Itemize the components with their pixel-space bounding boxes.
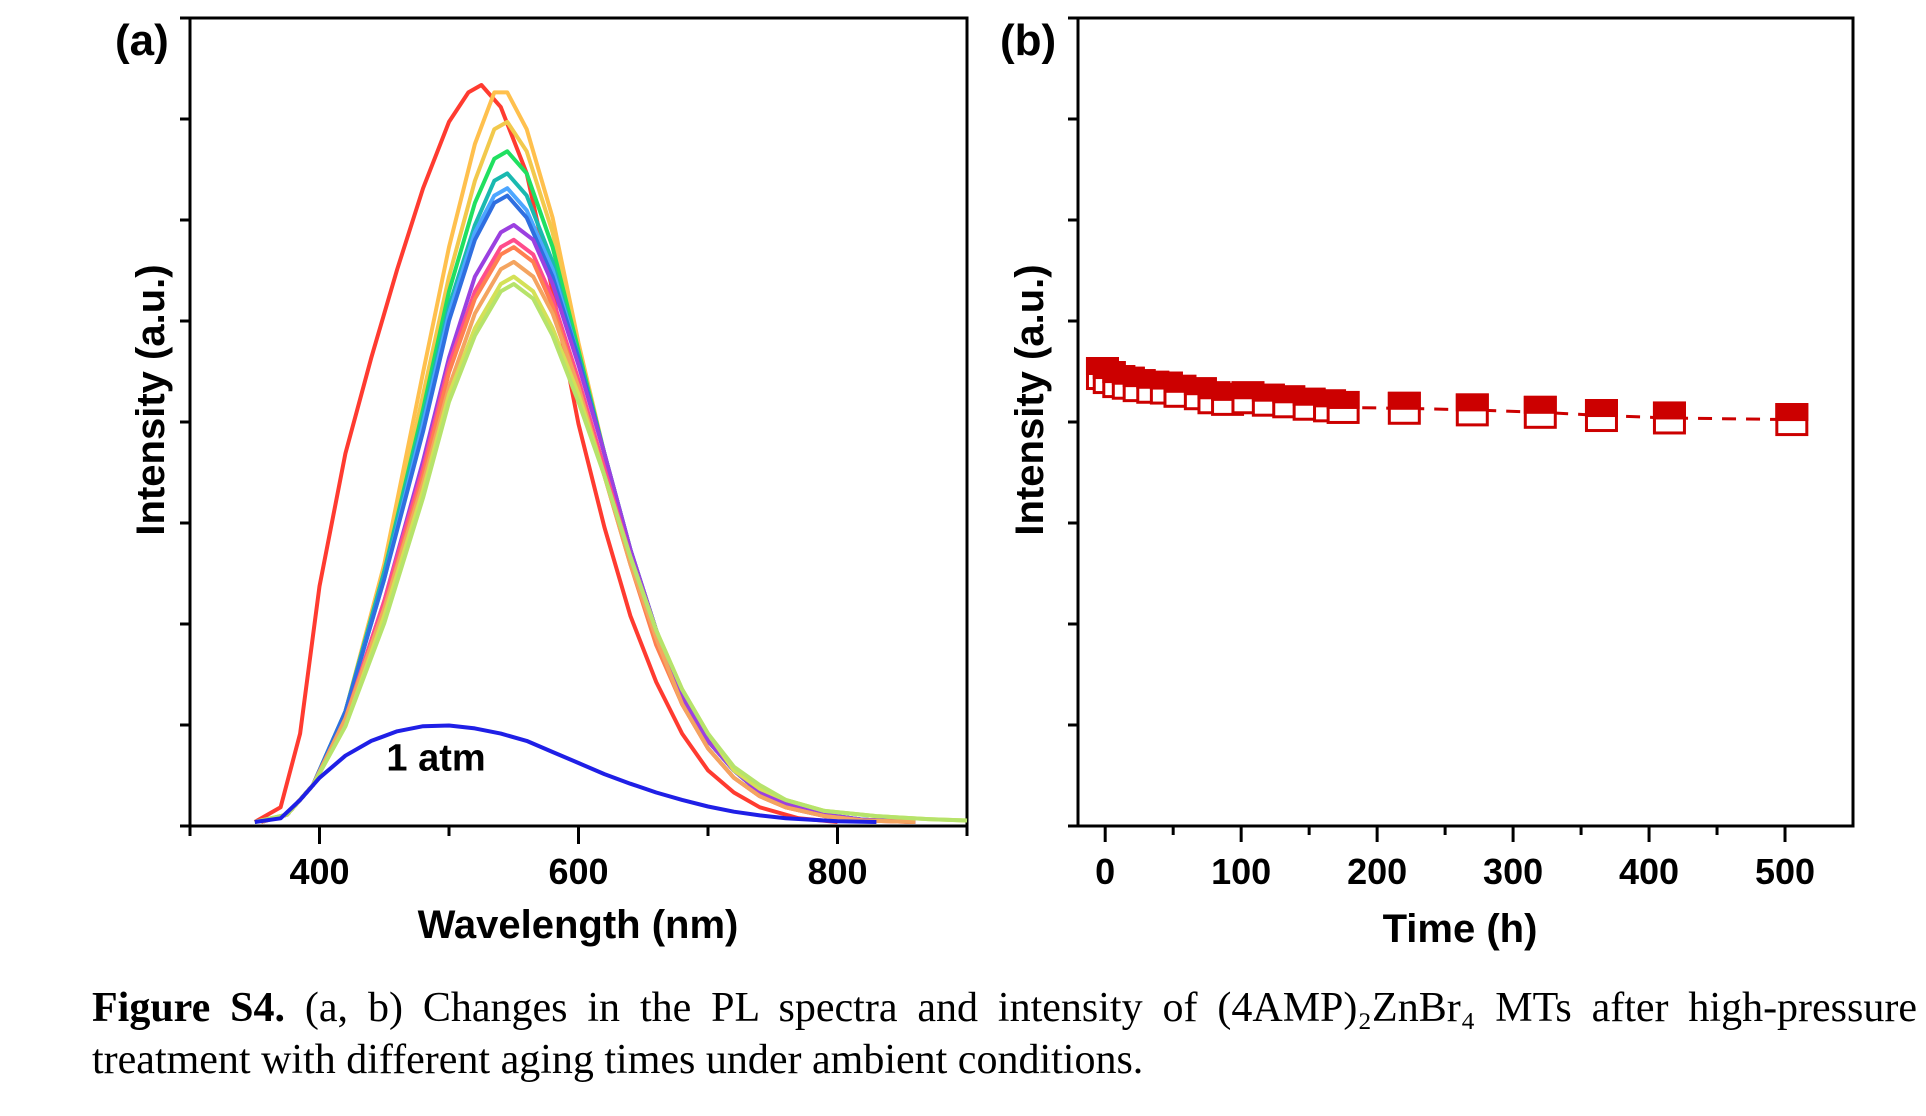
spectrum-line-10	[260, 245, 916, 824]
x-tick-label: 300	[1483, 851, 1543, 892]
data-point	[1387, 391, 1421, 425]
annotation-1-atm: 1 atm	[386, 737, 485, 779]
panel-a-series	[253, 83, 968, 824]
panel-a-x-ticks: 400 600 800	[188, 826, 969, 892]
data-point	[1455, 393, 1489, 427]
figure-caption: Figure S4. (a, b) Changes in the PL spec…	[92, 982, 1917, 1086]
spectrum-line-3	[260, 119, 916, 824]
x-tick-label: 400	[289, 851, 349, 892]
spectrum-line-5	[260, 171, 916, 824]
data-point	[1326, 390, 1360, 424]
panel-b: (b) 0 100 200 300 400 500 Time (h) Intensity …	[1000, 16, 1855, 951]
caption-label: Figure S4.	[92, 985, 285, 1031]
spectrum-line-9	[260, 237, 916, 824]
x-tick-label: 600	[548, 851, 608, 892]
panel-b-x-ticks: 0 100 200 300 400 500	[1095, 826, 1815, 892]
data-point	[1584, 399, 1618, 433]
x-tick-label: 400	[1619, 851, 1679, 892]
spectrum-line-7	[260, 193, 916, 824]
panel-b-y-ticks	[1068, 16, 1078, 828]
spectrum-line-4	[260, 149, 916, 824]
data-point	[1523, 395, 1557, 429]
x-tick-label: 100	[1211, 851, 1271, 892]
x-tick-label: 800	[807, 851, 867, 892]
data-point	[1652, 401, 1686, 435]
x-tick-label: 200	[1347, 851, 1407, 892]
spectrum-line-1	[253, 83, 838, 824]
panel-b-x-axis-title: Time (h)	[1383, 907, 1538, 951]
spectrum-line-8	[260, 223, 916, 824]
spectrum-line-11	[260, 259, 916, 824]
data-point	[1775, 403, 1809, 437]
panel-a-label: (a)	[115, 16, 169, 65]
panel-a: (a) 400 600 800 1 atm Wavelength (nm) Inte…	[115, 16, 969, 947]
spectrum-line-14	[254, 723, 877, 824]
panel-b-series	[1085, 357, 1809, 437]
panel-a-y-axis-title: Intensity (a.u.)	[129, 264, 173, 535]
panel-b-y-axis-title: Intensity (a.u.)	[1008, 264, 1052, 535]
x-tick-label: 500	[1755, 851, 1815, 892]
panel-b-label: (b)	[1000, 16, 1056, 65]
panel-a-y-ticks	[180, 16, 190, 828]
panel-a-x-axis-title: Wavelength (nm)	[418, 903, 739, 947]
figure: (a) 400 600 800 1 atm Wavelength (nm) Inte…	[115, 16, 1855, 951]
spectrum-line-13	[254, 282, 968, 824]
spectrum-line-6	[260, 186, 916, 824]
x-tick-label: 0	[1095, 851, 1115, 892]
caption-text: (a, b) Changes in the PL spectra and int…	[92, 985, 1918, 1083]
